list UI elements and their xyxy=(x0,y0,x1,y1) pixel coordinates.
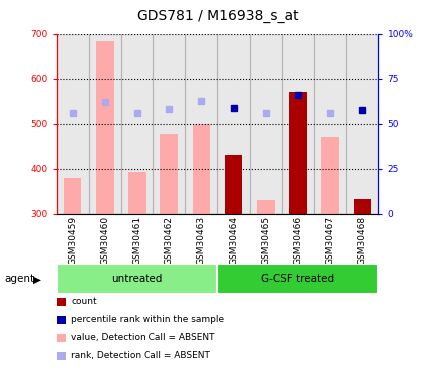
Bar xyxy=(96,40,113,214)
Text: ▶: ▶ xyxy=(33,274,40,284)
Text: G-CSF treated: G-CSF treated xyxy=(261,274,334,284)
Bar xyxy=(160,134,178,214)
Bar xyxy=(321,137,338,214)
Bar xyxy=(56,34,89,214)
Bar xyxy=(64,178,81,214)
FancyBboxPatch shape xyxy=(56,264,217,294)
Text: count: count xyxy=(71,297,97,306)
Bar xyxy=(313,34,345,214)
Bar xyxy=(121,34,153,214)
Bar xyxy=(153,34,185,214)
Text: rank, Detection Call = ABSENT: rank, Detection Call = ABSENT xyxy=(71,351,210,360)
Text: GSM30468: GSM30468 xyxy=(357,216,366,266)
Text: GSM30459: GSM30459 xyxy=(68,216,77,266)
Bar xyxy=(192,124,210,214)
Text: value, Detection Call = ABSENT: value, Detection Call = ABSENT xyxy=(71,333,214,342)
Text: percentile rank within the sample: percentile rank within the sample xyxy=(71,315,224,324)
Text: GDS781 / M16938_s_at: GDS781 / M16938_s_at xyxy=(136,9,298,23)
Text: agent: agent xyxy=(4,274,34,284)
Text: GSM30465: GSM30465 xyxy=(261,216,270,266)
Text: GSM30462: GSM30462 xyxy=(164,216,173,265)
Text: GSM30467: GSM30467 xyxy=(325,216,334,266)
Bar xyxy=(128,172,145,214)
Bar xyxy=(185,34,217,214)
Bar xyxy=(289,92,306,214)
Bar xyxy=(217,34,249,214)
FancyBboxPatch shape xyxy=(217,264,378,294)
Text: GSM30463: GSM30463 xyxy=(197,216,205,266)
Bar xyxy=(256,200,274,214)
Bar xyxy=(224,155,242,214)
Text: GSM30460: GSM30460 xyxy=(100,216,109,266)
Bar xyxy=(249,34,281,214)
Text: GSM30464: GSM30464 xyxy=(229,216,237,265)
Bar xyxy=(89,34,121,214)
Text: untreated: untreated xyxy=(111,274,162,284)
Bar xyxy=(353,199,370,214)
Bar xyxy=(345,34,378,214)
Text: GSM30466: GSM30466 xyxy=(293,216,302,266)
Text: GSM30461: GSM30461 xyxy=(132,216,141,266)
Bar xyxy=(281,34,313,214)
